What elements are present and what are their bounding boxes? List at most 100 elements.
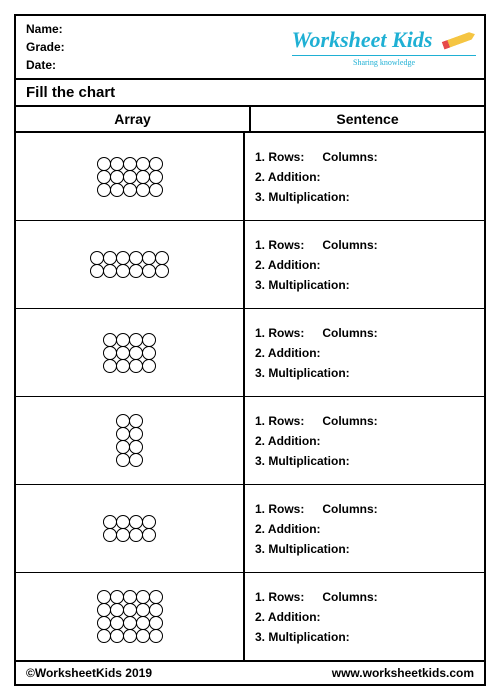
student-info: Name: Grade: Date: — [16, 16, 284, 78]
circle-icon — [129, 515, 143, 529]
multiplication-label: 3. Multiplication: — [255, 190, 474, 204]
circle-icon — [142, 264, 156, 278]
array-cell — [16, 397, 245, 484]
chart-header-row: Array Sentence — [16, 105, 484, 133]
circle-icon — [116, 251, 130, 265]
circle-icon — [110, 616, 124, 630]
multiplication-label: 3. Multiplication: — [255, 542, 474, 556]
name-label: Name: — [26, 22, 274, 36]
circle-icon — [149, 590, 163, 604]
sentence-cell: 1. Rows:Columns:2. Addition:3. Multiplic… — [245, 573, 484, 660]
instruction-text: Fill the chart — [16, 80, 484, 105]
circle-icon — [116, 427, 130, 441]
circle-icon — [129, 427, 143, 441]
circle-icon — [129, 528, 143, 542]
multiplication-label: 3. Multiplication: — [255, 454, 474, 468]
addition-label: 2. Addition: — [255, 170, 474, 184]
circle-icon — [90, 251, 104, 265]
worksheet-footer: ©WorksheetKids 2019 www.worksheetkids.co… — [16, 660, 484, 684]
array-cell — [16, 309, 245, 396]
rows-label: 1. Rows: — [255, 326, 304, 340]
table-row: 1. Rows:Columns: 2. Addition: 3. Multiplic… — [16, 309, 484, 397]
pencil-icon — [442, 30, 477, 49]
circle-icon — [149, 629, 163, 643]
circle-icon — [116, 414, 130, 428]
table-row: 1. Rows:Columns: 2. Addition: 3. Multiplic… — [16, 133, 484, 221]
worksheet-page: Name: Grade: Date: Worksheet Kids Sharin… — [14, 14, 486, 686]
circle-icon — [123, 590, 137, 604]
rows-columns-line: 1. Rows:Columns: — [255, 326, 474, 340]
circle-array — [104, 333, 156, 372]
circle-array — [117, 415, 143, 467]
logo-title: Worksheet Kids — [292, 27, 477, 56]
circle-icon — [123, 603, 137, 617]
date-label: Date: — [26, 58, 274, 72]
circle-icon — [129, 359, 143, 373]
circle-icon — [136, 157, 150, 171]
circle-icon — [97, 170, 111, 184]
circle-icon — [103, 251, 117, 265]
columns-label: Columns: — [322, 414, 377, 428]
circle-icon — [123, 629, 137, 643]
rows-columns-line: 1. Rows:Columns: — [255, 150, 474, 164]
circle-icon — [116, 346, 130, 360]
rows-columns-line: 1. Rows: Columns: — [255, 238, 474, 252]
circle-icon — [97, 590, 111, 604]
circle-icon — [116, 453, 130, 467]
addition-label: 2. Addition: — [255, 346, 474, 360]
circle-array — [104, 516, 156, 542]
circle-icon — [103, 528, 117, 542]
circle-icon — [136, 616, 150, 630]
chart-body: 1. Rows: Columns: 2. Addition: 3. Multiplic… — [16, 133, 484, 660]
circle-icon — [97, 629, 111, 643]
copyright-text: ©WorksheetKids 2019 — [26, 666, 152, 680]
circle-icon — [136, 629, 150, 643]
col-header-sentence: Sentence — [251, 107, 484, 131]
rows-label: 1. Rows: — [255, 502, 304, 516]
columns-label: Columns: — [322, 590, 377, 604]
table-row: 1. Rows:Columns:2. Addition:3. Multiplic… — [16, 397, 484, 485]
logo-block: Worksheet Kids Sharing knowledge — [284, 16, 484, 78]
circle-icon — [90, 264, 104, 278]
circle-icon — [123, 616, 137, 630]
sentence-cell: 1. Rows:Columns:2. Addition:3. Multiplic… — [245, 221, 484, 308]
circle-icon — [155, 264, 169, 278]
circle-icon — [136, 603, 150, 617]
circle-array — [97, 591, 162, 643]
circle-icon — [129, 453, 143, 467]
circle-icon — [129, 346, 143, 360]
circle-icon — [103, 264, 117, 278]
circle-icon — [103, 333, 117, 347]
circle-array — [97, 157, 162, 196]
circle-icon — [149, 616, 163, 630]
circle-icon — [142, 333, 156, 347]
rows-columns-line: 1. Rows:Columns: — [255, 414, 474, 428]
circle-icon — [155, 251, 169, 265]
array-cell — [16, 485, 245, 572]
circle-icon — [97, 183, 111, 197]
multiplication-label: 3. Multiplication: — [255, 366, 474, 380]
rows-label: 1. Rows: — [255, 238, 304, 252]
circle-icon — [116, 264, 130, 278]
circle-icon — [142, 359, 156, 373]
circle-icon — [149, 603, 163, 617]
col-header-array: Array — [16, 107, 251, 131]
circle-icon — [110, 170, 124, 184]
circle-icon — [123, 157, 137, 171]
table-row: 1. Rows:Columns:2. Addition:3. Multiplic… — [16, 573, 484, 660]
columns-label: Columns: — [322, 238, 377, 252]
table-row: 1. Rows: Columns: 2. Addition: 3. Multiplic… — [16, 485, 484, 573]
circle-icon — [142, 251, 156, 265]
circle-icon — [129, 333, 143, 347]
circle-icon — [103, 359, 117, 373]
circle-icon — [142, 528, 156, 542]
circle-icon — [97, 616, 111, 630]
sentence-cell: 1. Rows:Columns: 2. Addition: 3. Multiplic… — [245, 309, 484, 396]
circle-icon — [142, 515, 156, 529]
worksheet-header: Name: Grade: Date: Worksheet Kids Sharin… — [16, 16, 484, 80]
array-cell — [16, 573, 245, 660]
columns-label: Columns: — [322, 502, 377, 516]
addition-label: 2. Addition: — [255, 522, 474, 536]
table-row: 1. Rows:Columns:2. Addition:3. Multiplic… — [16, 221, 484, 309]
circle-icon — [103, 346, 117, 360]
